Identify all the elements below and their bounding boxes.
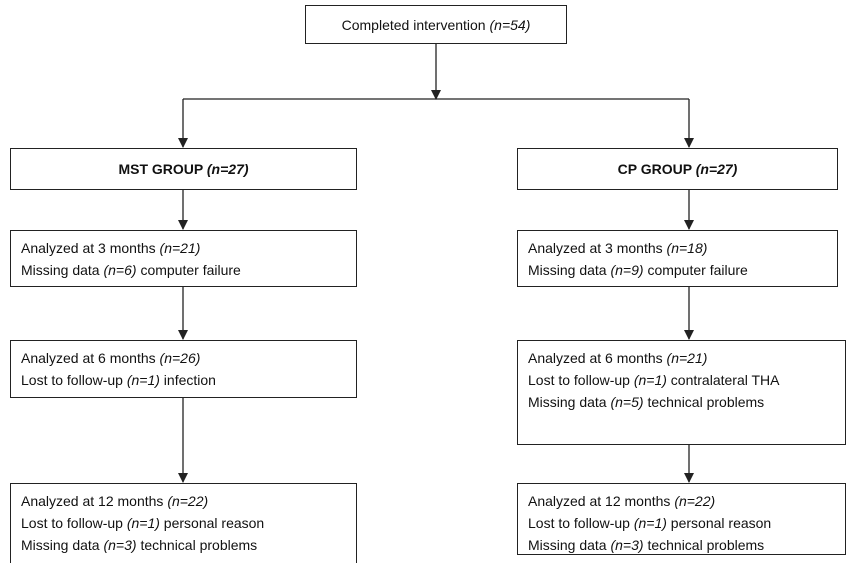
label-text: technical problems [643,394,765,410]
label-text: Completed intervention [341,16,490,33]
label-text: personal reason [666,515,772,531]
group-box: CP GROUP (n=27) [517,148,838,190]
count-text: (n=54) [489,16,531,33]
label-text: technical problems [136,537,258,553]
count-text: (n=1) [633,515,667,531]
text-line: Missing data (n=5) technical problems [528,391,835,413]
label-text: Missing data [528,537,611,553]
count-text: (n=27) [206,161,249,177]
label-text: Lost to follow-up [528,372,634,388]
step-box: Analyzed at 6 months (n=26) Lost to follo… [10,340,357,398]
label-text: CP GROUP [617,161,696,177]
text-line: Analyzed at 3 months (n=18) [528,237,827,259]
count-text: (n=5) [610,394,644,410]
label-text: Analyzed at 12 months [21,493,168,509]
label-text: Analyzed at 12 months [528,493,675,509]
label-text: Missing data [21,537,104,553]
count-text: (n=18) [666,240,708,256]
text-line: Analyzed at 6 months (n=26) [21,347,346,369]
count-text: (n=3) [610,537,644,553]
label-text: technical problems [643,537,765,553]
text-line: Analyzed at 12 months (n=22) [528,490,835,512]
count-text: (n=3) [103,537,137,553]
count-text: (n=22) [674,493,716,509]
count-text: (n=1) [126,372,160,388]
label-text: Lost to follow-up [21,515,127,531]
text-line: Lost to follow-up (n=1) personal reason [21,512,346,534]
label-text: Missing data [528,394,611,410]
count-text: (n=9) [610,262,644,278]
label-text: computer failure [136,262,241,278]
count-text: (n=21) [159,240,201,256]
count-text: (n=27) [695,161,738,177]
text-line: Completed intervention (n=54) [316,14,556,36]
step-box: Analyzed at 6 months (n=21) Lost to follo… [517,340,846,445]
step-box: Analyzed at 3 months (n=18) Missing data … [517,230,838,287]
start-box: Completed intervention (n=54) [305,5,567,44]
text-line: Analyzed at 12 months (n=22) [21,490,346,512]
label-text: Missing data [21,262,104,278]
label-text: MST GROUP [118,161,207,177]
text-line: Missing data (n=3) technical problems [528,534,835,556]
step-box: Analyzed at 12 months (n=22) Lost to foll… [517,483,846,555]
label-text: Analyzed at 3 months [21,240,160,256]
count-text: (n=1) [633,372,667,388]
label-text: Lost to follow-up [21,372,127,388]
group-box: MST GROUP (n=27) [10,148,357,190]
text-line: Missing data (n=9) computer failure [528,259,827,281]
text-line: Missing data (n=6) computer failure [21,259,346,281]
label-text: Analyzed at 3 months [528,240,667,256]
text-line: Lost to follow-up (n=1) personal reason [528,512,835,534]
text-line: Lost to follow-up (n=1) infection [21,369,346,391]
label-text: computer failure [643,262,748,278]
text-line: MST GROUP (n=27) [21,158,346,180]
label-text: Analyzed at 6 months [528,350,667,366]
count-text: (n=21) [666,350,708,366]
step-box: Analyzed at 3 months (n=21) Missing data … [10,230,357,287]
count-text: (n=6) [103,262,137,278]
text-line: Lost to follow-up (n=1) contralateral TH… [528,369,835,391]
label-text: infection [159,372,216,388]
text-line: Analyzed at 3 months (n=21) [21,237,346,259]
label-text: Analyzed at 6 months [21,350,160,366]
count-text: (n=1) [126,515,160,531]
count-text: (n=22) [167,493,209,509]
text-line: Missing data (n=3) technical problems [21,534,346,556]
step-box: Analyzed at 12 months (n=22) Lost to foll… [10,483,357,563]
count-text: (n=26) [159,350,201,366]
label-text: Lost to follow-up [528,515,634,531]
text-line: Analyzed at 6 months (n=21) [528,347,835,369]
label-text: contralateral THA [666,372,780,388]
text-line: CP GROUP (n=27) [528,158,827,180]
label-text: Missing data [528,262,611,278]
label-text: personal reason [159,515,265,531]
